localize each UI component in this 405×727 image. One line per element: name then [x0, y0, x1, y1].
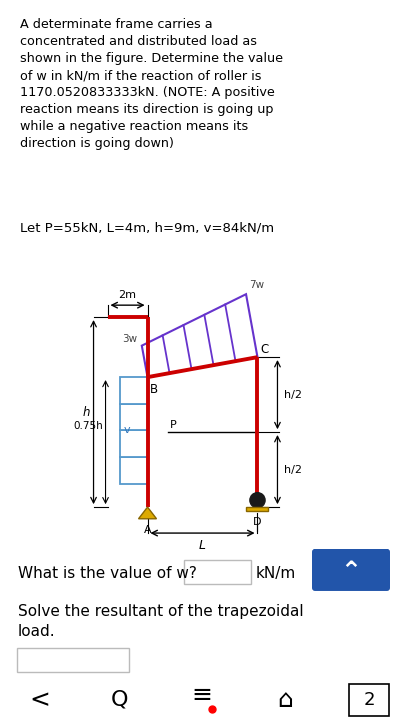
Text: A determinate frame carries a
concentrated and distributed load as
shown in the : A determinate frame carries a concentrat…	[20, 18, 283, 150]
FancyBboxPatch shape	[17, 648, 129, 672]
Text: Let P=55kN, L=4m, h=9m, v=84kN/m: Let P=55kN, L=4m, h=9m, v=84kN/m	[20, 222, 274, 235]
Text: h/2: h/2	[284, 390, 303, 400]
Text: ⌃: ⌃	[341, 560, 362, 584]
Text: v: v	[123, 425, 130, 435]
Text: 3w: 3w	[122, 334, 137, 344]
Text: What is the value of w?: What is the value of w?	[18, 566, 197, 581]
Polygon shape	[139, 507, 156, 519]
Polygon shape	[247, 507, 269, 510]
Text: h/2: h/2	[284, 465, 303, 475]
Polygon shape	[142, 294, 258, 377]
Text: kN/m: kN/m	[256, 566, 296, 581]
FancyBboxPatch shape	[184, 560, 251, 584]
Text: Q: Q	[111, 690, 129, 710]
Text: D: D	[253, 517, 262, 526]
Text: B: B	[150, 383, 158, 396]
Text: P: P	[170, 420, 176, 430]
FancyBboxPatch shape	[312, 549, 390, 591]
Text: 0.75h: 0.75h	[74, 421, 104, 431]
Text: 2: 2	[363, 691, 375, 709]
Circle shape	[250, 493, 265, 508]
Text: C: C	[260, 343, 269, 356]
Text: ⌂: ⌂	[277, 688, 293, 712]
Polygon shape	[119, 457, 147, 483]
Text: L: L	[199, 539, 206, 552]
FancyBboxPatch shape	[349, 683, 389, 716]
Text: h: h	[83, 406, 90, 419]
Polygon shape	[119, 430, 147, 457]
Text: A: A	[144, 525, 151, 535]
Text: 2m: 2m	[119, 290, 136, 300]
Polygon shape	[119, 377, 147, 403]
Text: 7w: 7w	[249, 280, 264, 290]
Text: Solve the resultant of the trapezoidal
load.: Solve the resultant of the trapezoidal l…	[18, 604, 304, 639]
Text: <: <	[30, 688, 51, 712]
Polygon shape	[119, 403, 147, 430]
Text: ≡: ≡	[192, 683, 213, 707]
